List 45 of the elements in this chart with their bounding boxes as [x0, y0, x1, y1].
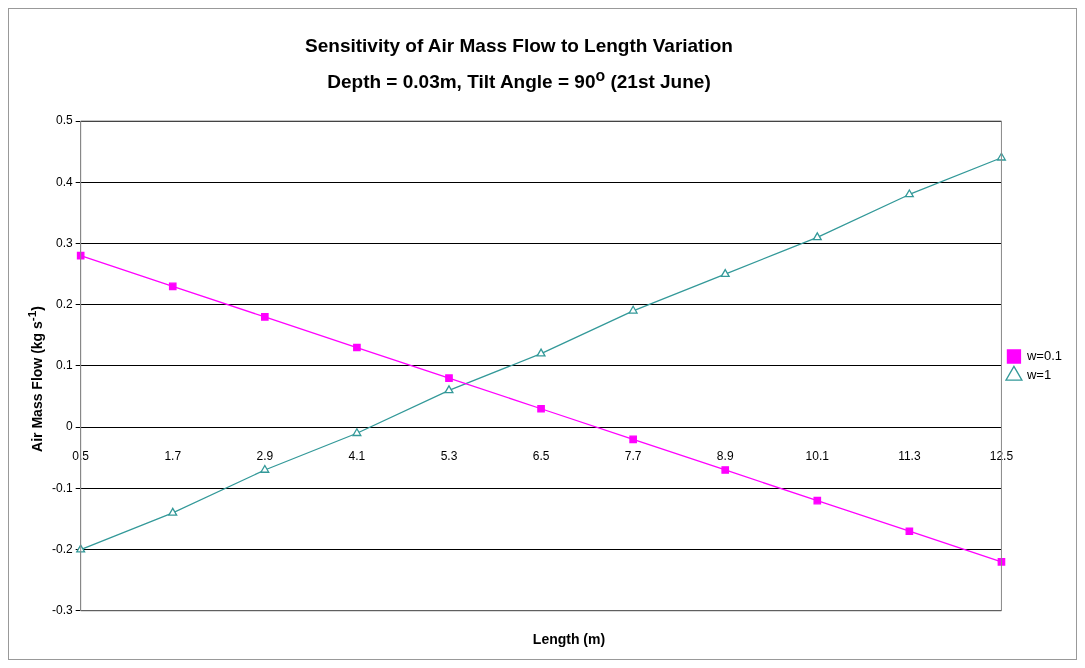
y-tick-label: -0.2 — [51, 541, 73, 556]
point — [628, 305, 638, 314]
y-tick-label: 0.2 — [55, 296, 73, 311]
point — [76, 251, 85, 260]
x-tick-label: 11.3 — [898, 448, 921, 463]
point — [905, 527, 914, 536]
y-tick-label: 0.5 — [55, 113, 73, 128]
x-tick-label: 5.3 — [440, 448, 458, 463]
y-tick-label: 0 — [65, 419, 73, 434]
x-tick-label: 0.5 — [72, 448, 90, 463]
point — [996, 152, 1006, 161]
point — [261, 313, 269, 321]
x-tick-label: 10.1 — [805, 448, 830, 463]
point — [629, 435, 637, 444]
x-tick-label: 4.1 — [348, 448, 366, 463]
legend-label: w=1 — [1025, 367, 1052, 383]
point — [537, 404, 545, 413]
point — [353, 343, 361, 352]
y-tick-label: 0.3 — [55, 235, 73, 250]
point — [904, 189, 914, 198]
x-tick-label: 8.9 — [716, 448, 734, 463]
point — [168, 282, 177, 291]
legend-label: w=0.1 — [1025, 348, 1063, 364]
x-axis-title: Length (m) — [531, 631, 607, 647]
x-tick-label: 2.9 — [256, 448, 274, 463]
y-tick-label: -0.3 — [51, 603, 73, 618]
y-tick-label: 0.1 — [55, 358, 73, 373]
point — [721, 466, 730, 474]
point — [168, 507, 178, 516]
y-tick-label: 0.4 — [55, 174, 73, 189]
y-tick-label: -0.1 — [51, 480, 73, 495]
point — [260, 464, 270, 473]
point — [813, 496, 822, 505]
x-tick-label: 12.5 — [989, 448, 1014, 463]
point — [720, 268, 730, 277]
point — [352, 428, 362, 437]
x-tick-label: 7.7 — [624, 448, 642, 463]
point — [536, 348, 546, 357]
point — [812, 232, 822, 241]
chart-subtitle: Depth = 0.03m, Tilt Angle = 90$^{o}$ (21st June) — [326, 66, 712, 95]
point — [444, 385, 454, 394]
point — [445, 374, 453, 382]
x-tick-label: 6.5 — [532, 448, 550, 463]
x-tick-label: 1.7 — [164, 448, 182, 463]
chart-title: Sensitivity of Air Mass Flow to Length Variation — [304, 34, 734, 58]
